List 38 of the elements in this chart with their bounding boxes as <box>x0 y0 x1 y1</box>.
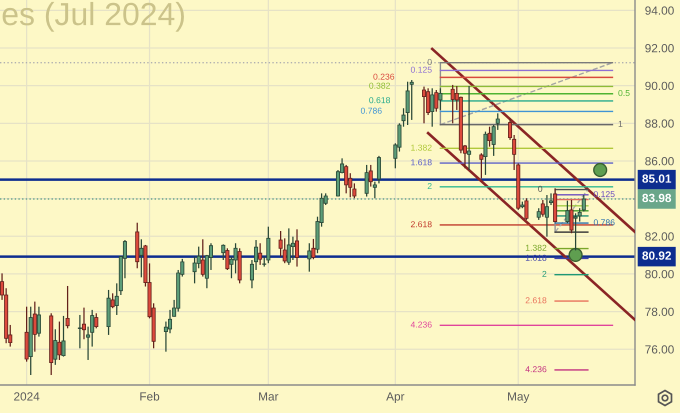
series-label: 4.236 <box>525 366 546 372</box>
series-label: 2 <box>542 270 546 277</box>
series-label: 0.125 <box>594 191 615 198</box>
y-tick-label: 94.00 <box>645 6 674 15</box>
y-tick-label: 78.00 <box>645 308 674 316</box>
series-label: 0.786 <box>594 219 615 226</box>
chart-title: es (Jul 2024) <box>2 2 184 32</box>
y-tick-label: 82.00 <box>645 232 674 241</box>
x-tick-label: Apr <box>386 392 404 403</box>
text: 0.382 <box>369 82 390 89</box>
y-tick-label: 80.00 <box>645 270 674 278</box>
series-label: 4.236 <box>410 322 432 328</box>
series-label: 2.618 <box>410 221 432 228</box>
series-label: 0.125 <box>410 66 432 73</box>
series-label: 1.618 <box>411 159 432 166</box>
y-tick-label: 88.00 <box>645 119 674 128</box>
x-tick-label: May <box>508 392 530 403</box>
y-tick-label: 90.00 <box>645 82 674 90</box>
text: 0.618 <box>369 97 390 104</box>
text: 0.236 <box>373 74 394 80</box>
series-label: 1.382 <box>411 144 432 151</box>
x-tick-label: Mar <box>259 392 278 401</box>
ref-line-label: 80.92 <box>642 251 672 260</box>
series-label: 2.618 <box>526 297 546 304</box>
text: 0.786 <box>360 108 382 114</box>
ref-line-label: 85.01 <box>642 174 672 183</box>
series-label: 1 <box>618 120 622 127</box>
x-tick-label: 2024 <box>14 392 40 401</box>
series-label: 0 <box>428 58 432 66</box>
x-tick-label: Feb <box>140 392 160 401</box>
series-label: 0 <box>538 186 542 192</box>
series-label: 1.382 <box>526 244 546 251</box>
ref-line-label: 83.98 <box>642 194 672 202</box>
y-tick-label: 76.00 <box>645 345 674 354</box>
y-tick-label: 92.00 <box>645 44 674 52</box>
series-label: 0.5 <box>618 90 630 96</box>
series-label: 2 <box>428 182 432 189</box>
y-tick-label: 86.00 <box>645 157 674 166</box>
